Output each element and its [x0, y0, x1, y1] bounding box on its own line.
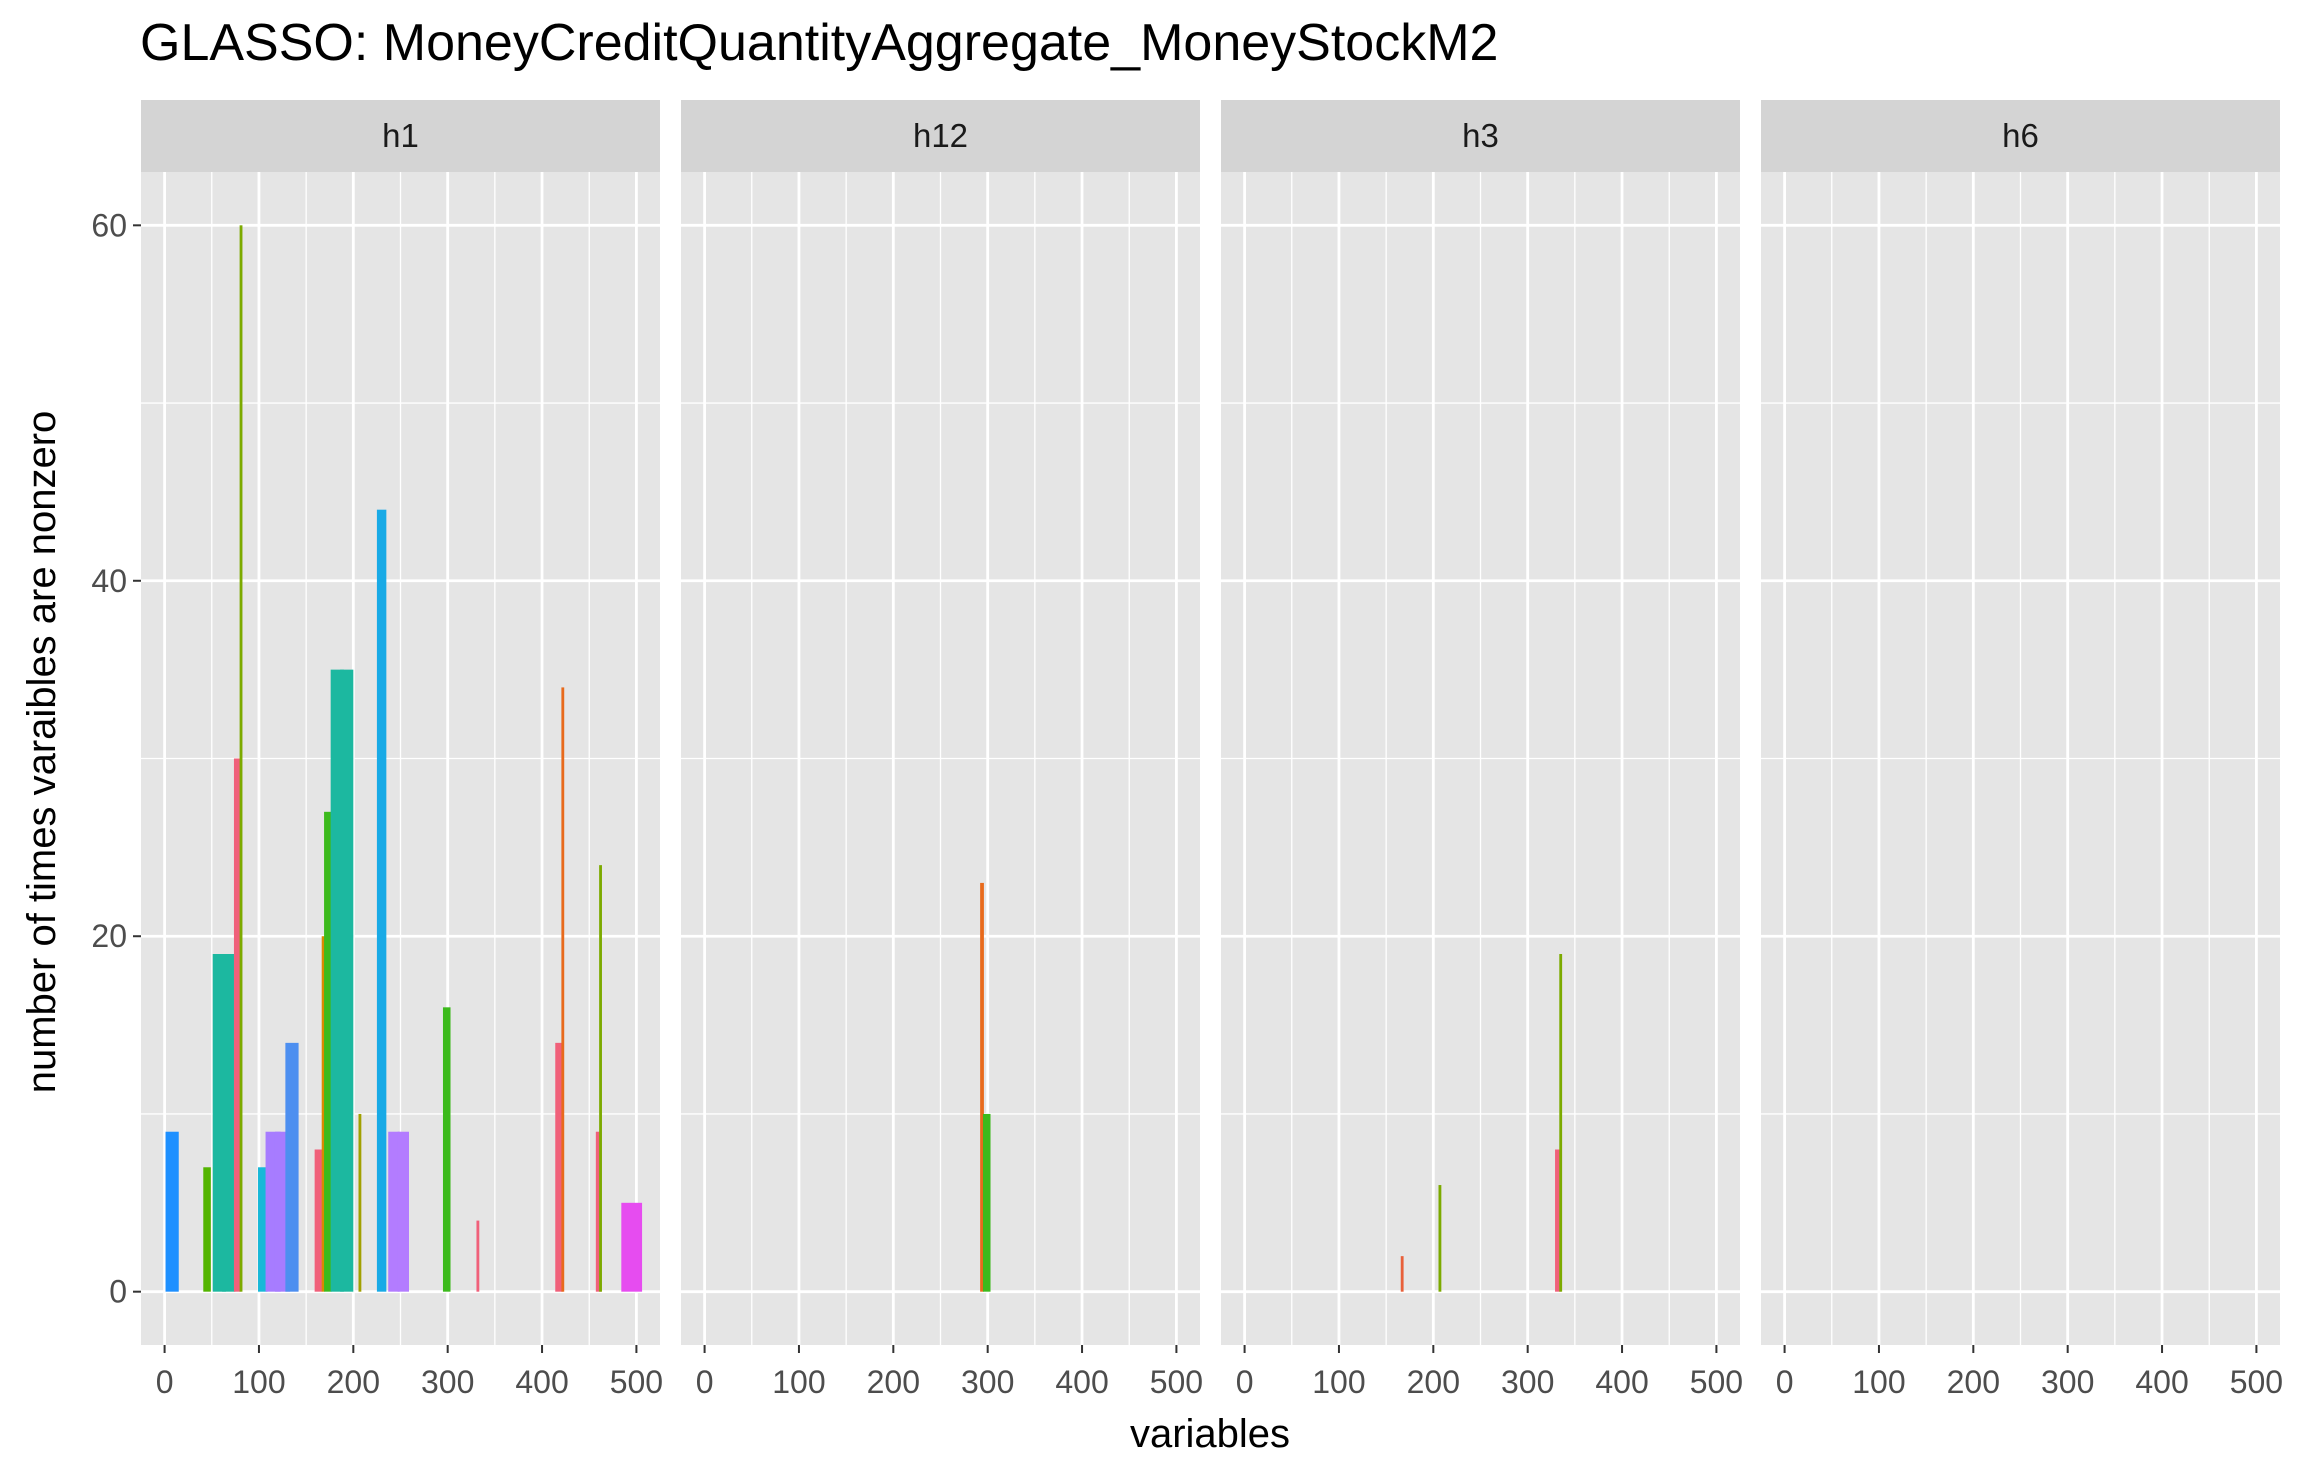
facet-strip-label: h3	[1462, 117, 1499, 154]
bar	[1400, 1256, 1404, 1292]
bar	[258, 1167, 268, 1292]
x-tick-label: 500	[1150, 1364, 1203, 1400]
bar	[239, 225, 243, 1292]
facet-strip-label: h12	[913, 117, 968, 154]
bar	[561, 687, 565, 1292]
x-tick-label: 300	[421, 1364, 474, 1400]
bar	[1559, 954, 1563, 1292]
facet-h3: h3 0 100 200 300 400 500	[1221, 100, 1743, 1400]
y-tick-label: 60	[91, 207, 127, 243]
bar	[397, 1131, 409, 1292]
x-tick-label: 0	[1776, 1364, 1794, 1400]
bar	[340, 669, 354, 1292]
y-tick-label: 40	[91, 563, 127, 599]
x-tick-label: 100	[232, 1364, 285, 1400]
y-axis-title: number of times varaibles are nonzero	[20, 411, 64, 1094]
bar	[314, 1149, 323, 1292]
bar	[980, 882, 984, 1292]
x-tick-label: 0	[156, 1364, 174, 1400]
x-tick-label: 500	[1690, 1364, 1743, 1400]
bar	[982, 1113, 991, 1292]
x-tick-label: 500	[2230, 1364, 2283, 1400]
facet-h6: h6 0 100 200 300 400 500	[1761, 100, 2283, 1400]
x-tick-label: 100	[1312, 1364, 1365, 1400]
bar	[595, 1131, 602, 1292]
bar	[222, 954, 236, 1292]
facet-strip-label: h6	[2002, 117, 2039, 154]
facet-strip	[1221, 100, 1740, 172]
x-tick-label: 400	[1055, 1364, 1108, 1400]
bar	[442, 1007, 451, 1292]
x-tick-label: 100	[1852, 1364, 1905, 1400]
x-tick-label: 0	[696, 1364, 714, 1400]
x-axis-title: variables	[1130, 1412, 1290, 1456]
bar	[203, 1167, 211, 1292]
bar	[1555, 1149, 1561, 1292]
facets-layer: h1 0 100 200 300 400 500 0 20 40 60 h12 0 100 200 300 40…	[91, 100, 2283, 1400]
facet-strip-label: h1	[382, 117, 419, 154]
bar	[476, 1220, 480, 1292]
bar	[1438, 1185, 1442, 1292]
facet-h12: h12 0 100 200 300 400 500	[681, 100, 1203, 1400]
bar	[555, 1042, 563, 1292]
bar	[599, 865, 602, 1292]
x-tick-label: 300	[961, 1364, 1014, 1400]
x-tick-label: 300	[1501, 1364, 1554, 1400]
bar	[324, 811, 332, 1292]
x-tick-label: 100	[772, 1364, 825, 1400]
x-tick-label: 400	[2135, 1364, 2188, 1400]
facet-strip	[681, 100, 1200, 172]
facet-strip	[141, 100, 660, 172]
x-tick-label: 400	[515, 1364, 568, 1400]
bar	[233, 758, 241, 1292]
x-tick-label: 500	[610, 1364, 663, 1400]
x-tick-label: 200	[1947, 1364, 2000, 1400]
facet-strip	[1761, 100, 2280, 172]
x-tick-label: 200	[327, 1364, 380, 1400]
bar	[388, 1131, 400, 1292]
y-tick-label: 0	[109, 1274, 127, 1310]
bar	[165, 1131, 179, 1292]
x-tick-label: 200	[867, 1364, 920, 1400]
bar	[621, 1202, 643, 1292]
y-tick-label: 20	[91, 918, 127, 954]
x-tick-label: 0	[1236, 1364, 1254, 1400]
bar	[321, 936, 325, 1292]
bar	[285, 1042, 299, 1292]
facet-h1: h1 0 100 200 300 400 500 0 20 40 60	[91, 100, 663, 1400]
bar	[358, 1113, 362, 1292]
bar	[376, 509, 387, 1292]
x-tick-label: 200	[1407, 1364, 1460, 1400]
chart-title: GLASSO: MoneyCreditQuantityAggregate_Mon…	[140, 14, 1498, 72]
x-tick-label: 400	[1595, 1364, 1648, 1400]
x-tick-label: 300	[2041, 1364, 2094, 1400]
